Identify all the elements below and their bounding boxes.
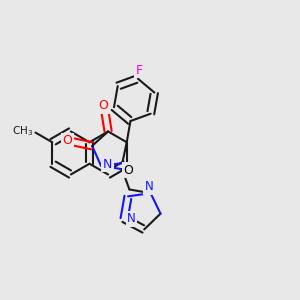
Text: O: O	[62, 134, 72, 147]
Text: N: N	[103, 158, 112, 171]
Text: N: N	[127, 212, 136, 225]
Text: F: F	[136, 64, 143, 77]
Text: O: O	[99, 100, 109, 112]
Text: N: N	[145, 180, 154, 193]
Text: O: O	[123, 164, 133, 177]
Text: CH$_3$: CH$_3$	[12, 124, 33, 138]
